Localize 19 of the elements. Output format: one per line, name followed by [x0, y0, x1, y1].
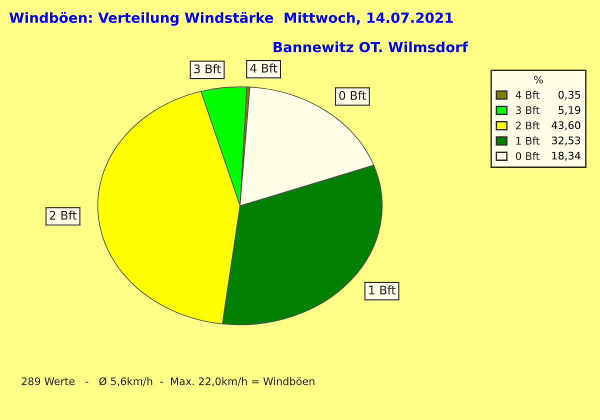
- text: 289 Werte - Ø 5,6km/h - Max. 22,0km/h = Windböen: [22, 377, 314, 386]
- slice-label: 3 Bft: [194, 64, 221, 74]
- data-label: 18,34: [552, 152, 580, 161]
- slice-label: 0 Bft: [339, 90, 366, 100]
- legend-label: 0 Bft: [516, 152, 540, 160]
- legend-label: 1 Bft: [516, 136, 540, 145]
- chart-title: Windböen: Verteilung Windstärke Mittwoch, 14.07.2021: [9, 12, 453, 26]
- chart-subtitle: Bannewitz OT. Wilmsdorf: [274, 42, 468, 52]
- legend-label: 2 Bft: [516, 121, 540, 130]
- slice-label: 1 Bft: [369, 285, 396, 294]
- legend-label: 3 Bft: [516, 106, 540, 114]
- data-label: 0,35: [558, 90, 580, 100]
- legend-title: %: [534, 76, 543, 84]
- slice-label: 4 Bft: [250, 63, 278, 72]
- data-label: 43,60: [552, 121, 580, 130]
- legend-label: 4 Bft: [516, 90, 540, 99]
- slice-label: 2 Bft: [50, 210, 77, 220]
- data-label: 5,19: [558, 106, 580, 116]
- data-label: 32,53: [552, 136, 580, 146]
